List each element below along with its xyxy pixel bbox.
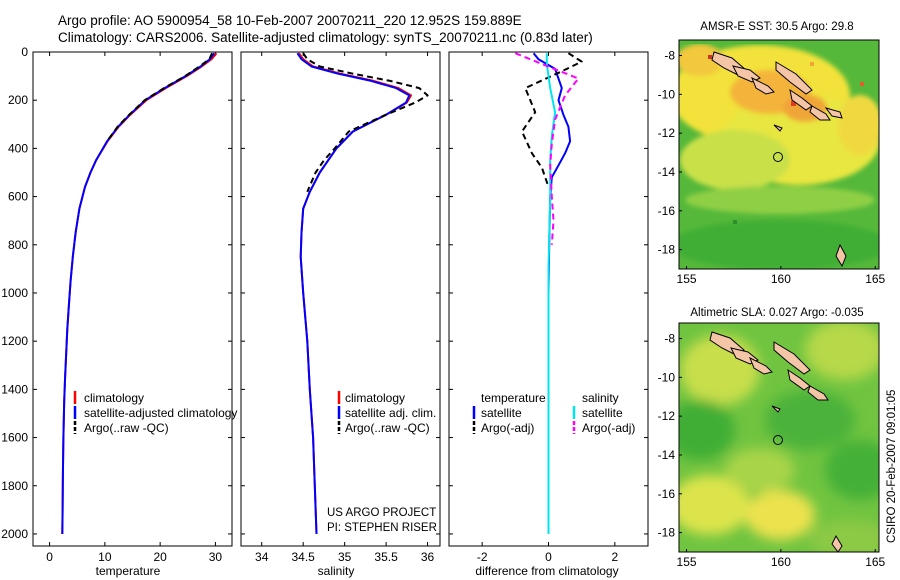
series-line: [532, 52, 572, 534]
sla-map-frame: [678, 322, 880, 553]
temperature-series-group: [61, 52, 218, 535]
map-y-tick-label: -10: [658, 87, 676, 101]
legend-label-temp-satellite: satellite: [481, 406, 522, 420]
y-tick-label: 800: [8, 238, 28, 252]
sla-map-field: [679, 323, 879, 552]
pi-credit: PI: STEPHEN RISER: [327, 522, 437, 534]
y-tick-label: 0: [21, 45, 28, 59]
temperature-axes: [32, 51, 233, 547]
x-tick-label: 36: [421, 550, 435, 564]
legend-label-argo: Argo(..raw -QC): [84, 421, 169, 435]
tick-layer: 0 10 20 30020040060080010001200140016001800…: [1, 45, 648, 564]
map-x-tick-label: 160: [771, 272, 791, 286]
x-tick-label: 10: [98, 550, 112, 564]
legend-label-sal-satellite: satellite: [582, 406, 623, 420]
x-tick-label: 35.5: [374, 550, 398, 564]
map-y-tick-label: -14: [658, 448, 676, 462]
csiro-timestamp: CSIRO 20-Feb-2007 09:01:05: [886, 390, 898, 543]
sla-map-title: Altimetric SLA: 0.027 Argo: -0.035: [690, 307, 863, 319]
difference-legend-salinity: salinity satellite Argo(-adj): [572, 391, 635, 435]
x-tick-label: -2: [477, 550, 488, 564]
sst-profile-marker: [773, 152, 783, 162]
map-y-tick-label: -16: [658, 204, 676, 218]
sst-map-title: AMSR-E SST: 30.5 Argo: 29.8: [700, 21, 853, 33]
x-tick-label: 35: [338, 550, 352, 564]
map-y-tick-label: -16: [658, 487, 676, 501]
x-tick-label: 20: [153, 550, 167, 564]
legend-label-satellite: satellite-adjusted climatology: [84, 406, 237, 420]
difference-xlabel: difference from climatology: [475, 564, 618, 578]
y-tick-label: 1200: [1, 334, 28, 348]
legend-label-temp-argo: Argo(-adj): [481, 421, 534, 435]
series-line: [61, 52, 216, 535]
series-layer: [61, 52, 583, 535]
y-tick-label: 1600: [1, 431, 28, 445]
figure-title: Argo profile: AO 5900954_58 10-Feb-2007 …: [58, 13, 522, 28]
map-y-tick-label: -10: [658, 370, 676, 384]
sst-coastlines: [711, 51, 847, 268]
sst-map-frame: [678, 39, 880, 270]
legend-label-sal-argo: Argo(-adj): [582, 421, 635, 435]
y-tick-label: 400: [8, 141, 28, 155]
sla-coastlines: [709, 331, 843, 552]
y-tick-label: 1000: [1, 286, 28, 300]
legend-title-salinity: salinity: [582, 391, 619, 405]
map-y-tick-label: -18: [658, 526, 676, 540]
difference-legend-temperature: temperature satellite Argo(-adj): [472, 391, 546, 435]
y-tick-label: 2000: [1, 527, 28, 541]
legend-label-argo: Argo(..raw -QC): [345, 421, 430, 435]
x-tick-label: 2: [611, 550, 618, 564]
map-x-tick-label: 155: [677, 555, 697, 569]
legend-label-climatology: climatology: [84, 391, 144, 405]
sst-map-field: [679, 40, 879, 269]
series-line: [521, 52, 583, 188]
series-line: [106, 52, 214, 142]
sla-map-ticks: 155 160 165 -8 -10 -12 -14 -16 -18: [658, 332, 886, 569]
map-y-tick-label: -14: [658, 165, 676, 179]
y-tick-label: 200: [8, 93, 28, 107]
map-x-tick-label: 155: [677, 272, 697, 286]
figure-subtitle: Climatology: CARS2006. Satellite-adjuste…: [58, 30, 593, 45]
salinity-legend: climatology satellite adj. clim. Argo(..…: [337, 391, 436, 435]
y-tick-label: 1400: [1, 382, 28, 396]
x-tick-label: 0: [545, 550, 552, 564]
temperature-legend: climatology satellite-adjusted climatolo…: [73, 391, 237, 435]
legend-label-satellite: satellite adj. clim.: [345, 406, 436, 420]
y-tick-label: 1800: [1, 479, 28, 493]
y-tick-label: 600: [8, 190, 28, 204]
salinity-axes: [240, 51, 441, 547]
series-line: [296, 52, 411, 535]
map-x-tick-label: 165: [865, 272, 885, 286]
series-line: [61, 52, 218, 535]
map-y-tick-label: -18: [658, 243, 676, 257]
project-credit: US ARGO PROJECT: [327, 507, 436, 519]
x-tick-label: 30: [209, 550, 223, 564]
map-y-tick-label: -12: [658, 126, 676, 140]
salinity-series-group: [296, 52, 429, 535]
difference-series-group: [514, 52, 583, 534]
x-tick-label: 34.5: [292, 550, 316, 564]
map-x-tick-label: 160: [771, 555, 791, 569]
series-line: [302, 52, 429, 193]
legend-title-temperature: temperature: [481, 391, 546, 405]
map-y-tick-label: -8: [664, 332, 675, 346]
series-line: [298, 52, 412, 535]
sst-map-ticks: 155 160 165 -8 -10 -12 -14 -16 -18: [658, 49, 886, 286]
x-tick-label: 0: [46, 550, 53, 564]
legend-label-climatology: climatology: [345, 391, 405, 405]
x-tick-label: 34: [255, 550, 269, 564]
map-y-tick-label: -12: [658, 409, 676, 423]
sla-profile-marker: [773, 435, 783, 445]
map-x-tick-label: 165: [865, 555, 885, 569]
series-line: [514, 52, 580, 245]
map-y-tick-label: -8: [664, 49, 675, 63]
series-line: [545, 53, 557, 534]
salinity-xlabel: salinity: [318, 564, 355, 578]
temperature-xlabel: temperature: [96, 564, 161, 578]
